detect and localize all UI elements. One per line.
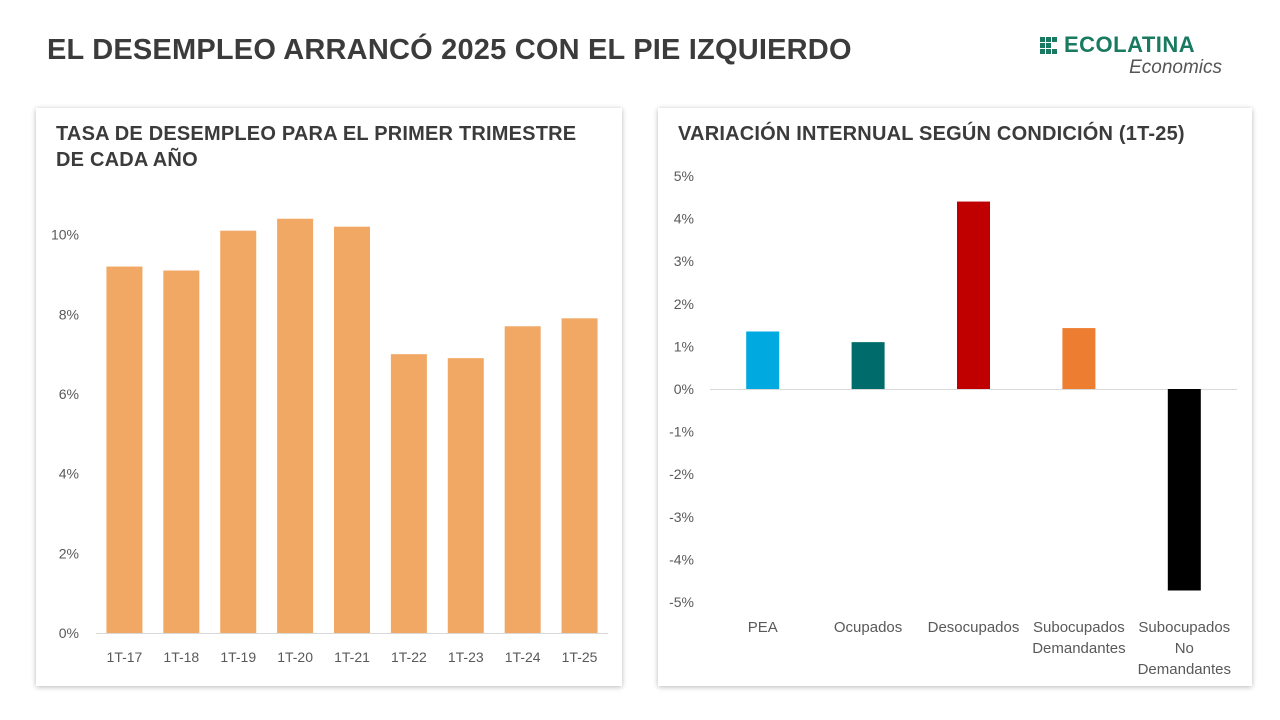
unemployment-rate-chart: 0% 2% 4% 6% 8% 10% 1T-17 1T-18 1T-19 1T-20 1T-21 1T… bbox=[51, 218, 608, 665]
x-tick-label: 1T-21 bbox=[334, 649, 370, 665]
bar bbox=[1167, 389, 1201, 591]
logo-subtitle: Economics bbox=[1129, 57, 1222, 78]
y-tick-label: 1% bbox=[674, 338, 694, 354]
x-tick-label: 1T-20 bbox=[277, 649, 313, 665]
y-tick-label: 0% bbox=[674, 381, 694, 397]
y-tick-label: 5% bbox=[674, 168, 694, 184]
x-tick-label: Ocupados bbox=[834, 619, 902, 636]
x-tick-label: Subocupados No Demandantes bbox=[1138, 619, 1231, 678]
x-tick-label: 1T-19 bbox=[220, 649, 256, 665]
bar bbox=[334, 226, 370, 633]
y-tick-label: 2% bbox=[59, 545, 79, 561]
y-tick-label: -5% bbox=[669, 594, 694, 610]
bar bbox=[163, 270, 200, 633]
y-tick-label: 10% bbox=[51, 227, 79, 243]
logo-grid-icon bbox=[1040, 37, 1057, 54]
x-tick-label: 1T-18 bbox=[163, 649, 199, 665]
bar bbox=[220, 230, 257, 633]
bar bbox=[447, 358, 484, 633]
y-tick-label: 0% bbox=[59, 625, 79, 641]
brand-logo: ECOLATINA Economics bbox=[1040, 34, 1230, 82]
yoy-variation-panel: VARIACIÓN INTERNUAL SEGÚN CONDICIÓN (1T-… bbox=[658, 108, 1252, 686]
y-tick-label: -1% bbox=[669, 424, 694, 440]
chart-title: VARIACIÓN INTERNUAL SEGÚN CONDICIÓN (1T-… bbox=[678, 123, 1185, 145]
bar bbox=[504, 326, 541, 633]
y-tick-label: 2% bbox=[674, 296, 694, 312]
bar bbox=[390, 354, 427, 633]
x-tick-label: Desocupados bbox=[928, 619, 1020, 636]
y-tick-label: -2% bbox=[669, 466, 694, 482]
x-tick-label: 1T-22 bbox=[391, 649, 427, 665]
x-tick-label: Subocupados Demandantes bbox=[1032, 619, 1125, 657]
y-tick-label: -4% bbox=[669, 551, 694, 567]
y-tick-label: 8% bbox=[59, 306, 79, 322]
y-tick-label: 6% bbox=[59, 386, 79, 402]
y-tick-label: 4% bbox=[59, 466, 79, 482]
yoy-variation-chart: 5% 4% 3% 2% 1% 0% -1% -2% -3% -4% -5% PEA Ocupados De… bbox=[669, 168, 1237, 678]
y-tick-label: -3% bbox=[669, 509, 694, 525]
logo-name: ECOLATINA bbox=[1064, 32, 1196, 57]
x-tick-label: 1T-25 bbox=[562, 649, 598, 665]
y-tick-label: 3% bbox=[674, 253, 694, 269]
x-tick-label: 1T-24 bbox=[505, 649, 541, 665]
x-tick-label: PEA bbox=[748, 619, 778, 636]
unemployment-rate-panel: TASA DE DESEMPLEO PARA EL PRIMER TRIMEST… bbox=[36, 108, 622, 686]
page-title: EL DESEMPLEO ARRANCÓ 2025 CON EL PIE IZQ… bbox=[47, 34, 852, 66]
bar bbox=[746, 331, 780, 389]
bar bbox=[561, 318, 598, 633]
bar bbox=[106, 266, 143, 633]
bar bbox=[851, 342, 885, 389]
bar bbox=[1062, 328, 1096, 389]
bar bbox=[277, 218, 314, 633]
x-tick-label: 1T-23 bbox=[448, 649, 484, 665]
y-tick-label: 4% bbox=[674, 211, 694, 227]
bar bbox=[957, 201, 990, 389]
chart-title: TASA DE DESEMPLEO PARA EL PRIMER TRIMEST… bbox=[56, 123, 577, 171]
x-tick-label: 1T-17 bbox=[107, 649, 143, 665]
